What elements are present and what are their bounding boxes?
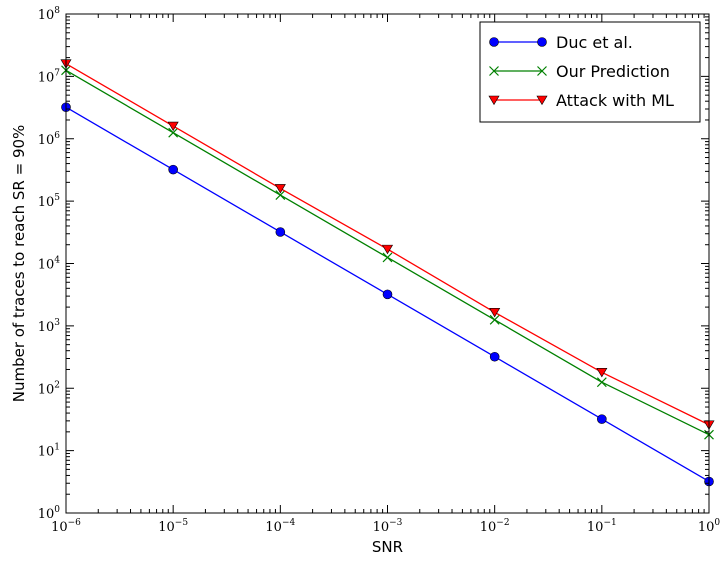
y-tick-label: 101 [38, 443, 60, 460]
legend-marker [489, 37, 499, 47]
x-tick-label: 10−2 [480, 518, 510, 535]
x-tick-label: 10−6 [51, 518, 81, 535]
legend-label: Attack with ML [556, 91, 674, 110]
data-point [489, 314, 500, 325]
data-point [596, 368, 608, 378]
legend: Duc et al. Our Prediction Attack with ML [479, 21, 701, 123]
data-point [382, 289, 393, 300]
legend-label: Duc et al. [556, 33, 633, 52]
y-tick-label: 102 [38, 380, 60, 397]
data-point [167, 121, 179, 132]
ticks-layer [65, 13, 710, 514]
legend-marker [537, 66, 547, 76]
x-tick-label: 10−5 [158, 518, 188, 535]
data-point [596, 377, 607, 388]
legend-box [479, 21, 701, 123]
y-axis-title: Number of traces to reach SR = 90% [10, 125, 28, 403]
legend-marker [488, 95, 500, 106]
x-tick-label: 10−4 [265, 518, 295, 535]
x-axis-title: SNR [372, 538, 403, 556]
legend-marker [489, 66, 499, 76]
y-tick-label: 100 [38, 505, 61, 522]
y-tick-label: 103 [38, 318, 61, 335]
legend-marker [537, 37, 547, 47]
y-tick-label: 106 [38, 131, 61, 148]
data-point [275, 227, 286, 237]
data-point [382, 252, 393, 263]
legend-marker [536, 95, 548, 106]
series-layer [60, 59, 715, 487]
x-tick-label: 10−1 [587, 518, 617, 535]
data-point [489, 351, 500, 362]
series [61, 102, 714, 487]
data-point [168, 164, 178, 175]
legend-label: Our Prediction [556, 62, 670, 81]
y-tick-label: 104 [38, 256, 61, 273]
data-point [597, 414, 607, 424]
y-tick-label: 105 [38, 193, 61, 210]
data-point [381, 244, 394, 255]
x-tick-label: 100 [698, 518, 720, 535]
data-point [274, 184, 286, 194]
data-point [168, 127, 179, 138]
series [61, 65, 714, 440]
data-point [489, 308, 501, 318]
data-point [275, 190, 286, 201]
tick-labels: 10−6 10−5 10−4 10−3 10−2 10−1 100 100 101 102 103 1… [38, 6, 720, 535]
x-tick-label: 10−3 [373, 518, 403, 535]
y-tick-label: 107 [38, 68, 61, 85]
y-tick-label: 108 [38, 6, 61, 23]
